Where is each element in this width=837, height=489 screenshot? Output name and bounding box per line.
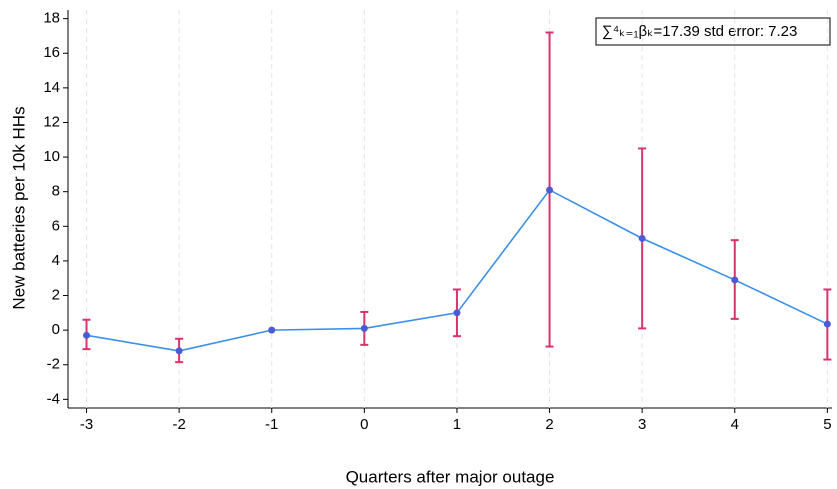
y-tick-label: -2	[47, 356, 60, 373]
x-tick-label: -1	[265, 416, 278, 433]
y-tick-label: 12	[43, 113, 60, 130]
point	[638, 234, 646, 242]
point	[546, 186, 554, 194]
x-tick-label: 4	[731, 416, 739, 433]
x-tick-label: -3	[80, 416, 93, 433]
point	[823, 320, 831, 328]
y-axis-label: New batteries per 10k HHs	[9, 106, 28, 309]
x-axis-label: Quarters after major outage	[346, 467, 555, 486]
point	[83, 331, 91, 339]
x-tick-label: 0	[360, 416, 368, 433]
point	[453, 309, 461, 317]
y-tick-label: 6	[52, 217, 60, 234]
y-tick-label: 18	[43, 10, 60, 27]
point	[175, 347, 183, 355]
point	[731, 276, 739, 284]
y-tick-label: 10	[43, 148, 60, 165]
point	[360, 324, 368, 332]
x-tick-label: 2	[545, 416, 553, 433]
y-tick-label: 16	[43, 44, 60, 61]
x-tick-label: 3	[638, 416, 646, 433]
x-tick-label: -2	[172, 416, 185, 433]
y-tick-label: 0	[52, 321, 60, 338]
y-tick-label: -4	[47, 390, 60, 407]
annotation: ∑⁴ₖ₌₁βₖ=17.39 std error: 7.23	[602, 23, 797, 40]
x-tick-label: 5	[823, 416, 831, 433]
annotation-box	[595, 17, 831, 46]
y-tick-label: 14	[43, 79, 60, 96]
y-tick-label: 2	[52, 286, 60, 303]
y-tick-label: 4	[52, 252, 60, 269]
point	[268, 326, 276, 334]
x-tick-label: 1	[453, 416, 461, 433]
y-tick-label: 8	[52, 183, 60, 200]
